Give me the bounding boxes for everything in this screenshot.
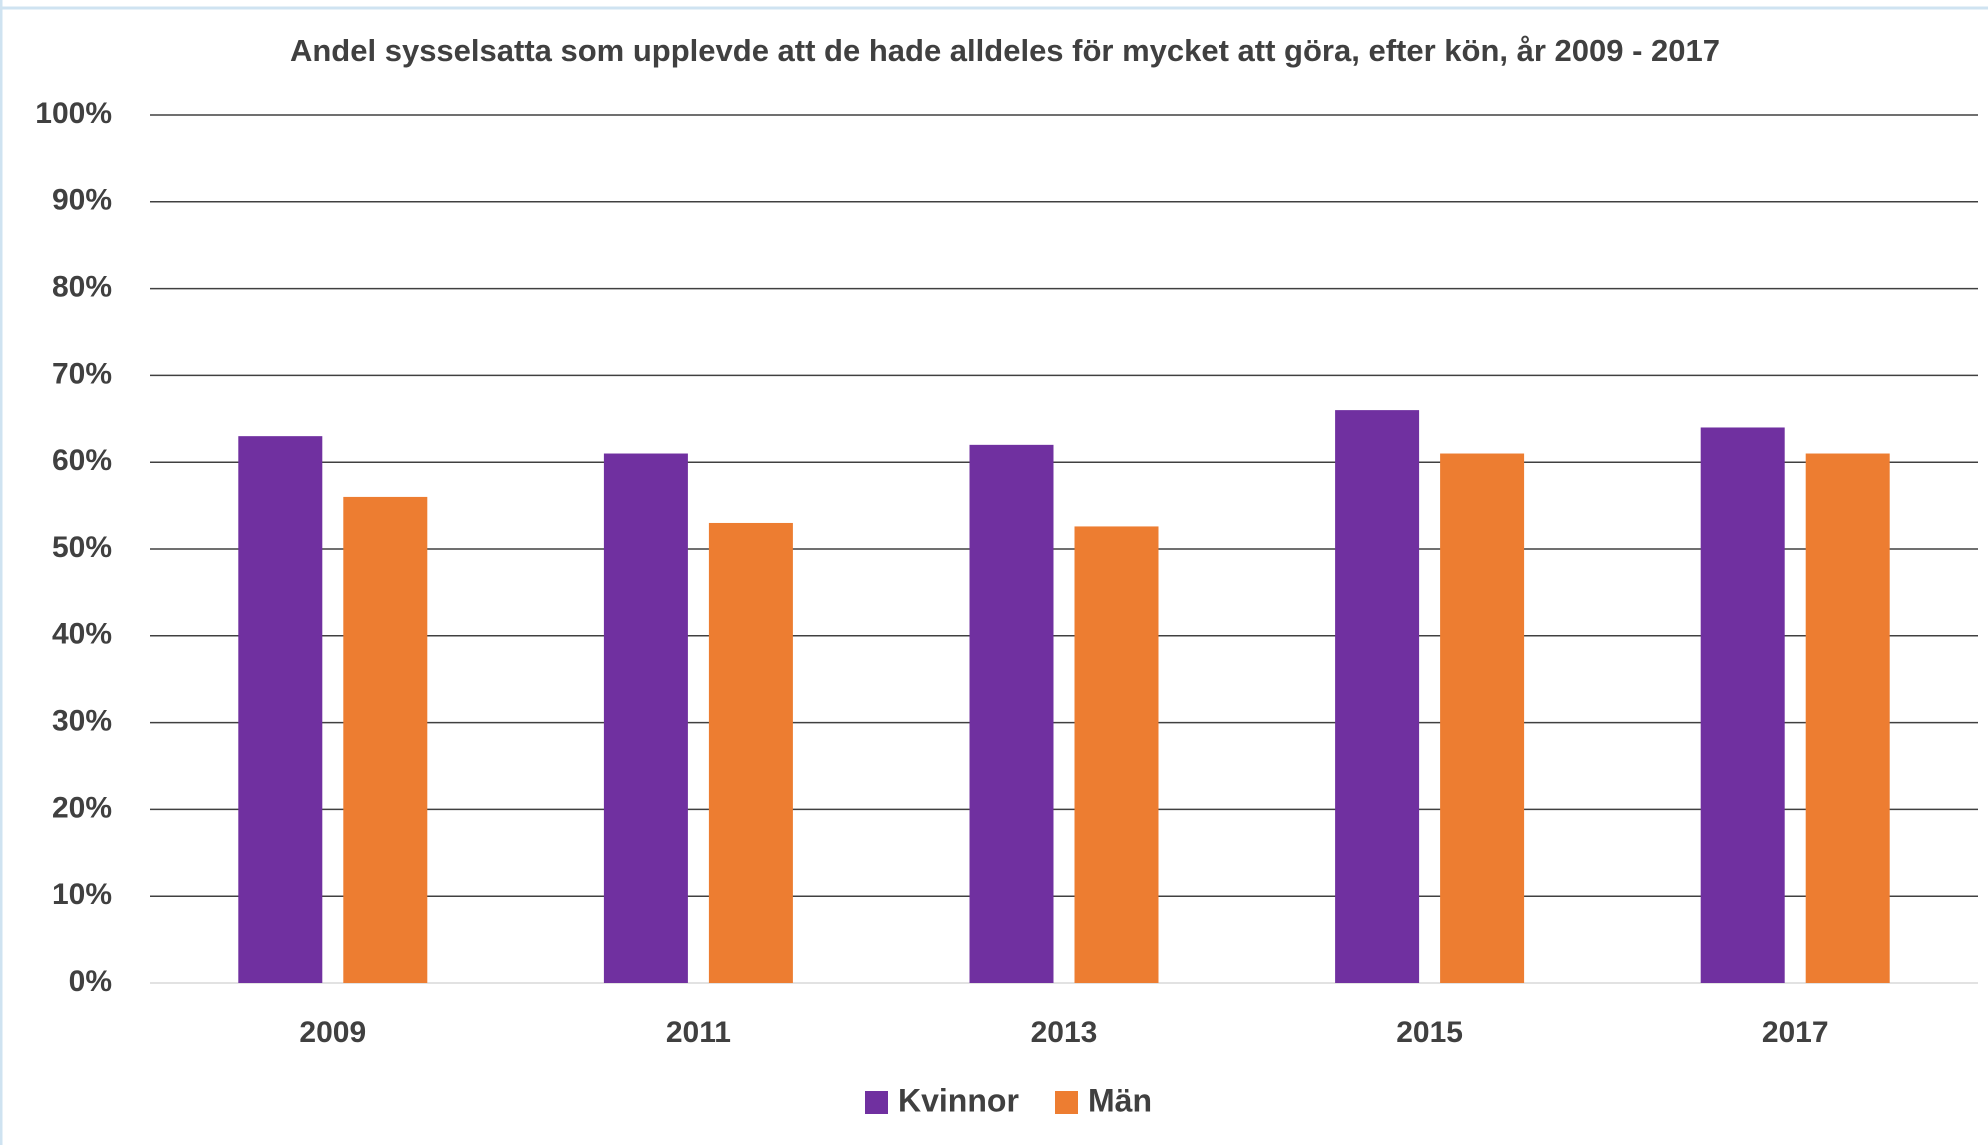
y-tick-label: 10% — [52, 878, 112, 911]
bar — [1805, 453, 1890, 983]
bar — [708, 522, 793, 983]
legend-swatch — [865, 1091, 888, 1114]
y-tick-label: 90% — [52, 184, 112, 217]
x-tick-label: 2017 — [1762, 1016, 1829, 1049]
bar — [603, 453, 688, 983]
legend-label: Män — [1088, 1082, 1152, 1118]
y-tick-label: 70% — [52, 357, 112, 390]
x-tick-label: 2015 — [1396, 1016, 1463, 1049]
x-tick-label: 2011 — [666, 1016, 731, 1049]
y-tick-label: 60% — [52, 444, 112, 477]
x-tick-label: 2009 — [299, 1016, 366, 1049]
bar — [1700, 427, 1785, 984]
y-tick-label: 80% — [52, 271, 112, 304]
bar — [1335, 410, 1420, 983]
bar — [238, 436, 323, 983]
y-tick-label: 40% — [52, 618, 112, 651]
y-tick-label: 30% — [52, 705, 112, 738]
chart-title: Andel sysselsatta som upplevde att de ha… — [290, 33, 1720, 68]
bar — [343, 496, 428, 983]
bar — [969, 444, 1054, 984]
bar — [1440, 453, 1525, 983]
bar — [1074, 526, 1159, 983]
legend-label: Kvinnor — [898, 1082, 1019, 1118]
y-tick-label: 0% — [69, 965, 112, 998]
y-tick-label: 100% — [35, 97, 112, 130]
x-tick-label: 2013 — [1031, 1016, 1098, 1049]
y-tick-label: 50% — [52, 531, 112, 564]
legend-swatch — [1055, 1091, 1078, 1114]
y-tick-label: 20% — [52, 791, 112, 824]
